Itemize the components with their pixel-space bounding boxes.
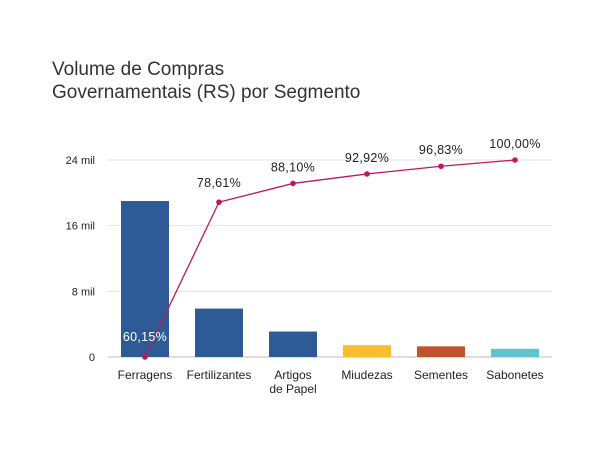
cumulative-point: [290, 180, 296, 187]
bar-2: [269, 331, 317, 357]
bar-0: [121, 201, 169, 357]
y-tick-label: 8 mil: [72, 286, 95, 298]
cumulative-line: [144, 159, 516, 358]
bar-1: [195, 308, 243, 357]
cumulative-point: [216, 199, 222, 205]
cumulative-point: [438, 163, 444, 170]
x-tick-label: Ferragens: [118, 368, 173, 382]
cumulative-label: 78,61%: [197, 176, 241, 190]
y-tick-label: 0: [89, 352, 95, 364]
y-tick-label: 16 mil: [66, 221, 95, 233]
cumulative-point: [512, 157, 518, 163]
cumulative-label: 96,83%: [419, 143, 463, 157]
bar-5: [491, 348, 539, 357]
cumulative-point: [142, 354, 148, 360]
x-tick-label: Miudezas: [341, 368, 392, 382]
x-tick-label: Artigos de Papel: [269, 368, 316, 396]
cumulative-point: [364, 171, 370, 177]
cumulative-label: 88,10%: [271, 160, 315, 174]
x-tick-label: Sementes: [414, 368, 468, 382]
chart-title-line-2: Governamentais (RS) por Segmento: [52, 82, 361, 103]
bar-4: [417, 346, 465, 357]
cumulative-label: 60,15%: [123, 330, 167, 344]
chart-title-line-1: Volume de Compras: [52, 59, 225, 80]
cumulative-label: 100,00%: [489, 137, 540, 151]
x-tick-label: Sabonetes: [486, 368, 543, 382]
chart-title: Volume de Compras Governamentais (RS) po…: [52, 58, 360, 104]
y-tick-label: 24 mil: [66, 155, 95, 167]
cumulative-label: 92,92%: [345, 151, 389, 165]
bar-3: [343, 345, 391, 357]
x-tick-label: Fertilizantes: [187, 368, 252, 382]
